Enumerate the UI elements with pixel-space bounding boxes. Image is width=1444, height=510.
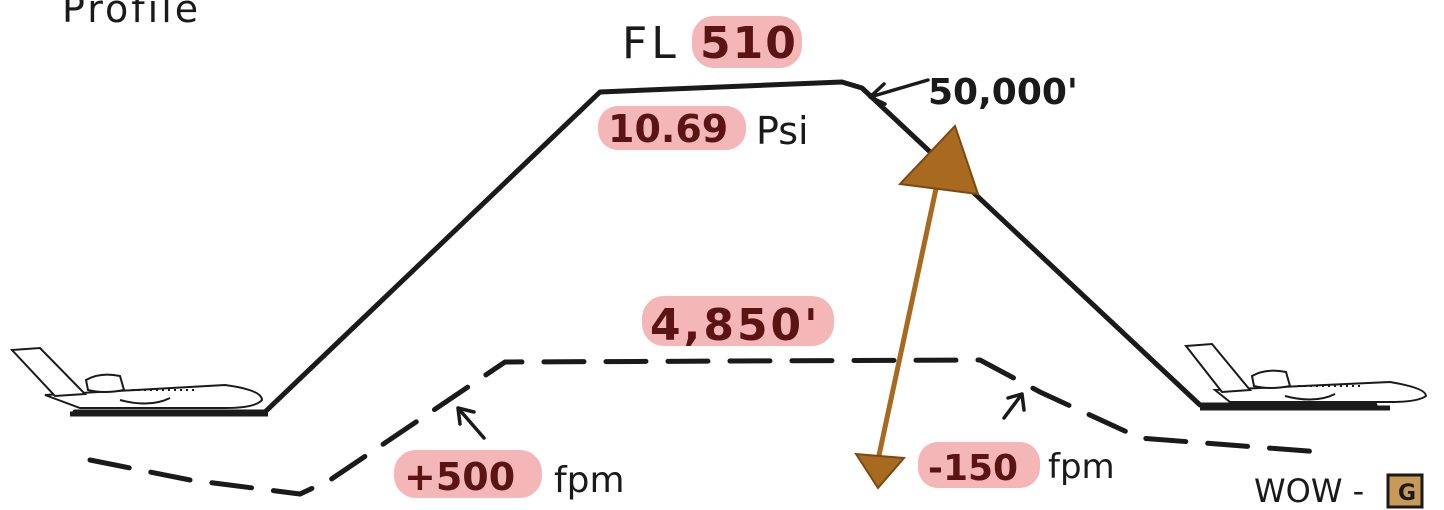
arrival-aircraft (1184, 342, 1428, 411)
cabin-pressure-unit: Psi (756, 109, 809, 153)
arrival-engine (1250, 369, 1292, 389)
climb-rate-value: +500 (404, 455, 515, 499)
cabin-pressure-value: 10.69 (608, 107, 728, 151)
departure-fuselage (44, 383, 264, 409)
cabin-pressure-highlight (598, 106, 746, 150)
cabin-altitude-highlight (642, 296, 834, 346)
departure-tail (9, 346, 88, 398)
pressure-differential-arrowhead-bottom (854, 452, 907, 490)
arrival-wing (1284, 393, 1336, 401)
flight-level-prefix: FL (622, 18, 680, 69)
flight-level-value: 510 (700, 18, 798, 69)
descent-rate-arrow (1002, 392, 1026, 420)
cabin-altitude-label: 4,850' (650, 300, 821, 351)
diagram-title: Profile (62, 0, 201, 31)
cruise-altitude-arrow (868, 78, 930, 106)
arrival-fuselage (1212, 380, 1428, 403)
departure-wing (119, 397, 171, 405)
departure-engine (84, 373, 126, 393)
pressure-differential-arrowhead-top (897, 124, 980, 196)
cabin-altitude-path (87, 357, 1323, 497)
wow-badge-letter: G (1398, 481, 1416, 506)
descent-rate-highlight (918, 442, 1040, 488)
wow-badge-box (1386, 473, 1424, 509)
cruise-altitude-label: 50,000' (928, 72, 1078, 113)
climb-rate-arrow (456, 406, 486, 440)
climb-rate-unit: fpm (554, 460, 625, 501)
climb-rate-highlight (394, 450, 542, 498)
departure-aircraft (9, 346, 268, 417)
descent-rate-unit: fpm (1048, 447, 1115, 487)
flight-level-highlight (692, 16, 802, 68)
arrival-tail (1184, 342, 1253, 394)
pressure-differential-shaft (875, 167, 943, 463)
wow-label: WOW - (1254, 472, 1364, 510)
descent-rate-value: -150 (928, 448, 1018, 489)
